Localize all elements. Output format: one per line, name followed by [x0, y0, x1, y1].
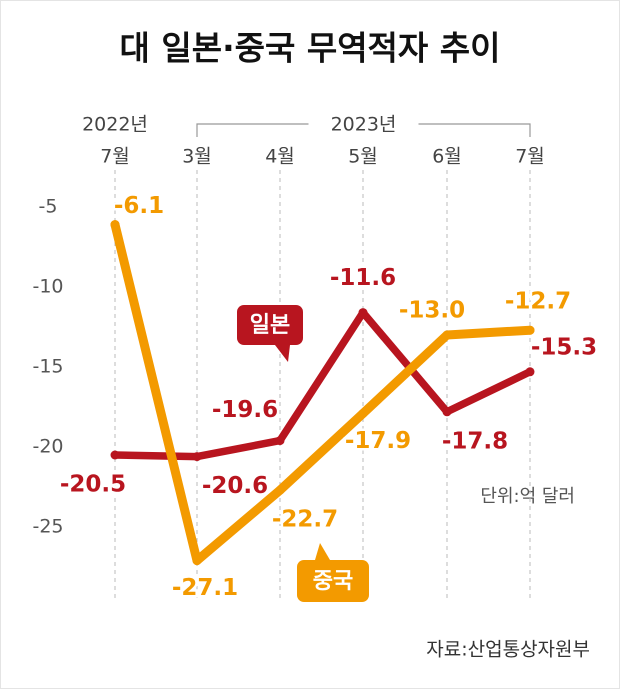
series-line [111, 308, 534, 461]
source: 자료:산업통상자원부 [426, 639, 590, 661]
value-label: -11.6 [330, 265, 396, 291]
point [525, 367, 535, 377]
y-tick-label: -15 [32, 356, 63, 378]
legend-box [297, 560, 369, 602]
point [110, 220, 120, 230]
legend-label: 중국 [313, 569, 353, 594]
value-label: -17.8 [442, 428, 508, 454]
x-tick-label: 7월 [515, 146, 545, 168]
x-tick-label: 7월 [100, 146, 130, 168]
legend-tail [315, 543, 330, 560]
value-label: -20.5 [60, 472, 126, 498]
value-label: -22.7 [272, 507, 338, 533]
value-label: -27.1 [172, 575, 238, 601]
y-tick-label: -25 [32, 516, 63, 538]
x-tick-label: 4월 [265, 146, 295, 168]
value-label: -20.6 [202, 473, 268, 499]
point [192, 452, 202, 462]
x-tick-label: 5월 [348, 146, 378, 168]
value-label: -6.1 [114, 193, 164, 219]
value-label: -15.3 [531, 334, 597, 360]
value-label: -19.6 [212, 397, 278, 423]
point [525, 325, 535, 335]
point [275, 485, 285, 495]
point [110, 450, 120, 460]
point [358, 308, 368, 318]
value-label: -17.9 [345, 428, 411, 454]
y-tick-label: -5 [39, 196, 58, 218]
value-label: -13.0 [399, 298, 465, 324]
legend-item: 일본 [237, 305, 303, 362]
point [442, 330, 452, 340]
y-tick-label: -10 [32, 276, 63, 298]
x-tick-label: 6월 [432, 146, 462, 168]
x-tick-label: 3월 [182, 146, 212, 168]
year-label: 2023년 [331, 114, 397, 136]
point [275, 436, 285, 446]
y-tick-label: -20 [32, 436, 63, 458]
point [358, 408, 368, 418]
point [442, 407, 452, 417]
chart-title: 대 일본·중국 무역적자 추이 [120, 29, 501, 68]
year-label: 2022년 [82, 114, 148, 136]
legend-label: 일본 [250, 313, 290, 338]
legend-box [237, 305, 303, 345]
unit-note: 단위:억 달러 [480, 486, 575, 507]
legend-tail [275, 345, 290, 362]
year-bracket [196, 123, 531, 137]
series-line [110, 220, 535, 566]
point [192, 556, 202, 566]
value-label: -12.7 [505, 289, 571, 315]
legend-item: 중국 [297, 543, 369, 602]
